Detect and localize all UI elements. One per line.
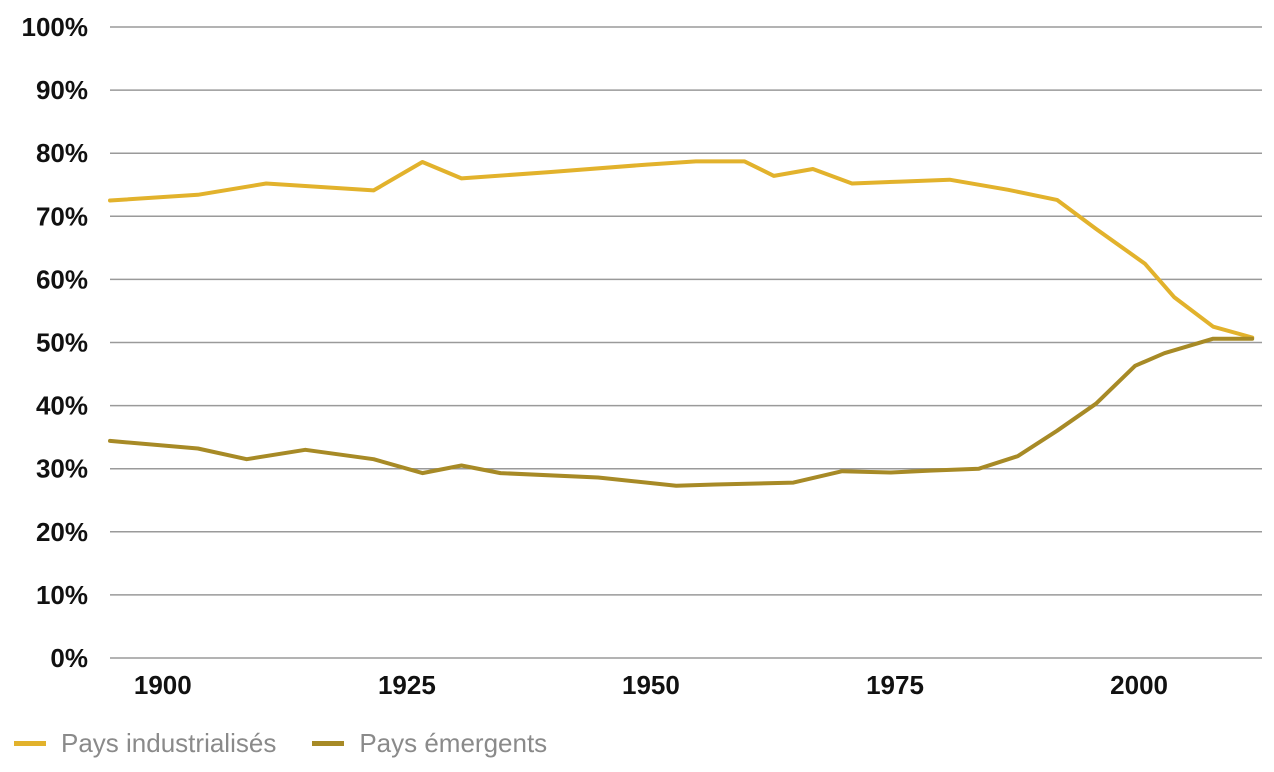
line-chart: 0%10%20%30%40%50%60%70%80%90%100% 1900 19… [22,12,1262,700]
legend-swatch-emergents [312,741,345,746]
gridlines [110,26,1262,659]
legend-swatch-industrialises [14,741,46,746]
y-tick-label: 90% [36,75,88,105]
series-line-0 [108,159,1255,340]
y-tick-label: 100% [22,12,89,42]
y-axis-ticks: 0% 10% 20% 30% 40% 50% 60% 70% 80% 90% 100% [22,12,89,673]
y-tick-label: 30% [36,454,88,484]
y-tick-label: 10% [36,580,88,610]
legend-item-industrialises: Pays industrialisés [14,728,276,759]
x-axis-ticks: 1900 1925 1950 1975 2000 [134,670,1168,700]
y-tick-label: 70% [36,201,88,231]
legend-label-emergents: Pays émergents [359,728,548,758]
y-tick-label: 0% [50,643,88,673]
y-tick-label: 20% [36,517,88,547]
y-tick-label: 40% [36,391,88,421]
legend: Pays industrialisés Pays émergents [14,728,583,759]
legend-item-emergents: Pays émergents [312,728,547,759]
y-tick-label: 80% [36,138,88,168]
series-line-1 [108,336,1255,488]
x-tick-label: 1975 [866,670,924,700]
y-tick-label: 50% [36,328,88,358]
series-lines [108,159,1255,488]
x-tick-label: 1950 [622,670,680,700]
legend-label-industrialises: Pays industrialisés [61,728,277,758]
y-tick-label: 60% [36,264,88,294]
x-tick-label: 1925 [378,670,436,700]
x-tick-label: 1900 [134,670,192,700]
x-tick-label: 2000 [1110,670,1168,700]
